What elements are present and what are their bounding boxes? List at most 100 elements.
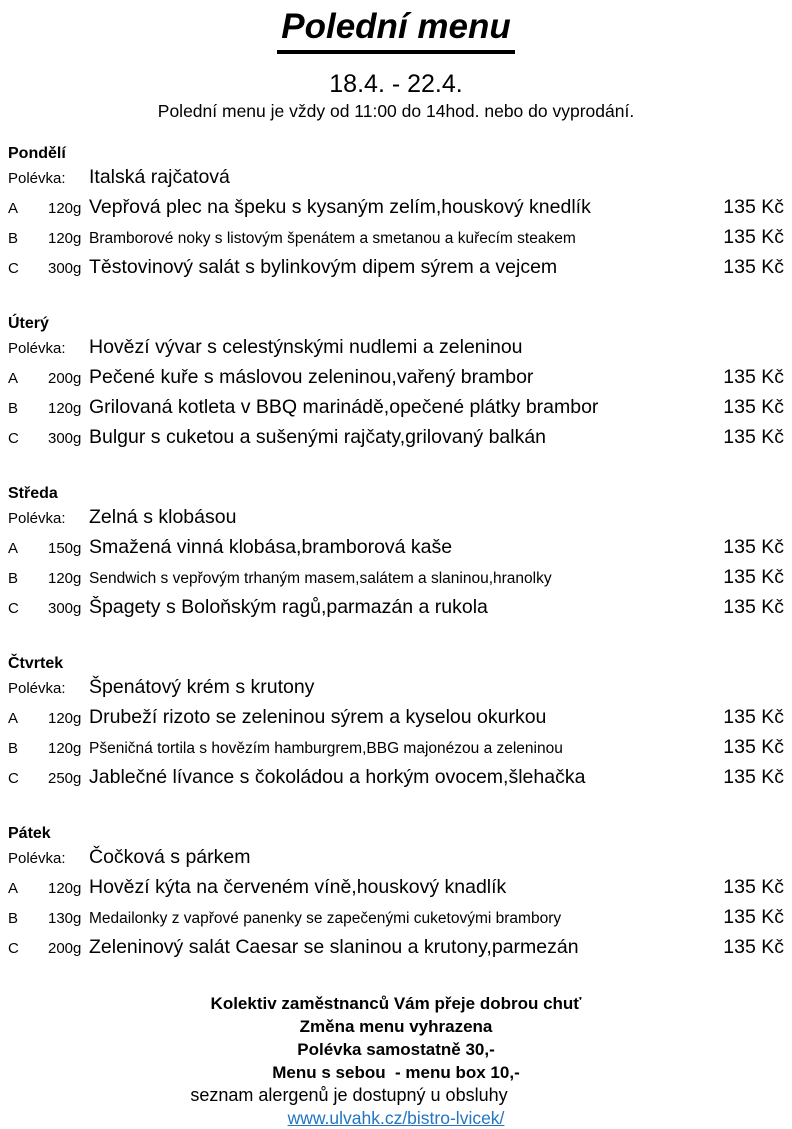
item-letter: A	[8, 710, 19, 728]
menu-item-row: B 120g Bramborové noky s listovým špenát…	[8, 226, 784, 256]
item-description: Grilovaná kotleta v BBQ marinádě,opečené…	[89, 396, 599, 419]
soup-row: Polévka: Hovězí vývar s celestýnskými nu…	[8, 336, 784, 366]
menu-item-row: B 120g Pšeničná tortila s hovězím hambur…	[8, 736, 784, 766]
date-range: 18.4. - 22.4.	[329, 69, 463, 98]
item-letter: B	[8, 740, 19, 758]
item-description: Pšeničná tortila s hovězím hamburgrem,BB…	[89, 740, 563, 758]
menu-item-row: C 200g Zeleninový salát Caesar se slanin…	[8, 936, 784, 966]
menu-item-row: B 120g Sendwich s vepřovým trhaným masem…	[8, 566, 784, 596]
item-weight: 200g	[48, 370, 82, 388]
item-price: 135 Kč	[723, 736, 784, 759]
item-price: 135 Kč	[723, 596, 784, 619]
item-weight: 250g	[48, 770, 82, 788]
item-weight: 300g	[48, 600, 82, 618]
item-letter: A	[8, 540, 19, 558]
item-price: 135 Kč	[723, 566, 784, 589]
item-letter: A	[8, 880, 19, 898]
menu-item-row: A 200g Pečené kuře s máslovou zeleninou,…	[8, 366, 784, 396]
menu-item-row: B 120g Grilovaná kotleta v BBQ marinádě,…	[8, 396, 784, 426]
item-letter: C	[8, 770, 19, 788]
menu-item-row: A 120g Vepřová plec na špeku s kysaným z…	[8, 196, 784, 226]
item-weight: 120g	[48, 230, 82, 248]
serving-hours-note: Polední menu je vždy od 11:00 do 14hod. …	[157, 101, 635, 122]
item-price: 135 Kč	[723, 706, 784, 729]
item-price: 135 Kč	[723, 196, 784, 219]
item-description: Pečené kuře s máslovou zeleninou,vařený …	[89, 366, 534, 389]
soup-row: Polévka: Zelná s klobásou	[8, 506, 784, 536]
menu-item-row: A 150g Smažená vinná klobása,bramborová …	[8, 536, 784, 566]
item-price: 135 Kč	[723, 766, 784, 789]
item-price: 135 Kč	[723, 536, 784, 559]
day-section: Úterý Polévka: Hovězí vývar s celestýnsk…	[8, 312, 784, 456]
menu-item-row: C 300g Špagety s Boloňským ragů,parmazán…	[8, 596, 784, 626]
day-name: Čtvrtek	[8, 655, 64, 673]
soup-name: Špenátový krém s krutony	[89, 676, 315, 699]
document-header: Polední menu 18.4. - 22.4. Polední menu …	[8, 7, 784, 122]
menu-item-row: A 120g Hovězí kýta na červeném víně,hous…	[8, 876, 784, 906]
item-description: Jablečné lívance s čokoládou a horkým ov…	[89, 766, 586, 789]
footer-note: Změna menu vyhrazena	[299, 1017, 493, 1037]
item-letter: B	[8, 230, 19, 248]
soup-row: Polévka: Italská rajčatová	[8, 166, 784, 196]
item-letter: B	[8, 400, 19, 418]
item-price: 135 Kč	[723, 256, 784, 279]
menu-item-row: C 250g Jablečné lívance s čokoládou a ho…	[8, 766, 784, 796]
soup-label: Polévka:	[8, 340, 66, 358]
item-letter: A	[8, 370, 19, 388]
item-price: 135 Kč	[723, 226, 784, 249]
item-letter: C	[8, 940, 19, 958]
day-name: Úterý	[8, 315, 49, 333]
soup-row: Polévka: Špenátový krém s krutony	[8, 676, 784, 706]
menu-item-row: C 300g Bulgur s cuketou a sušenými rajča…	[8, 426, 784, 456]
item-description: Smažená vinná klobása,bramborová kaše	[89, 536, 453, 559]
item-weight: 120g	[48, 740, 82, 758]
item-price: 135 Kč	[723, 426, 784, 449]
item-weight: 130g	[48, 910, 82, 928]
menu-item-row: C 300g Těstovinový salát s bylinkovým di…	[8, 256, 784, 286]
item-weight: 120g	[48, 880, 82, 898]
item-description: Zeleninový salát Caesar se slaninou a kr…	[89, 936, 579, 959]
item-description: Drubeží rizoto se zeleninou sýrem a kyse…	[89, 706, 547, 729]
allergens-note: seznam alergenů je dostupný u obsluhy	[190, 1085, 508, 1106]
soup-name: Hovězí vývar s celestýnskými nudlemi a z…	[89, 336, 523, 359]
soup-name: Zelná s klobásou	[89, 506, 237, 529]
day-section: Pondělí Polévka: Italská rajčatová A 120…	[8, 142, 784, 286]
item-description: Bramborové noky s listovým špenátem a sm…	[89, 230, 576, 248]
footer-note: Polévka samostatně 30,-	[297, 1040, 495, 1060]
day-name: Pátek	[8, 825, 51, 843]
day-name: Středa	[8, 485, 58, 503]
soup-label: Polévka:	[8, 680, 66, 698]
item-price: 135 Kč	[723, 876, 784, 899]
website-link[interactable]: www.ulvahk.cz/bistro-lvicek/	[287, 1108, 505, 1129]
item-letter: C	[8, 600, 19, 618]
item-weight: 300g	[48, 260, 82, 278]
item-letter: C	[8, 260, 19, 278]
item-letter: C	[8, 430, 19, 448]
item-price: 135 Kč	[723, 906, 784, 929]
item-weight: 150g	[48, 540, 82, 558]
menu-item-row: A 120g Drubeží rizoto se zeleninou sýrem…	[8, 706, 784, 736]
item-description: Vepřová plec na špeku s kysaným zelím,ho…	[89, 196, 591, 219]
soup-label: Polévka:	[8, 510, 66, 528]
item-description: Bulgur s cuketou a sušenými rajčaty,gril…	[89, 426, 547, 449]
item-weight: 300g	[48, 430, 82, 448]
day-section: Čtvrtek Polévka: Špenátový krém s kruton…	[8, 652, 784, 796]
footer-note: Kolektiv zaměstnanců Vám přeje dobrou ch…	[210, 994, 582, 1014]
soup-row: Polévka: Čočková s párkem	[8, 846, 784, 876]
footer-note: Menu s sebou - menu box 10,-	[272, 1063, 520, 1083]
menu-item-row: B 130g Medailonky z vapřové panenky se z…	[8, 906, 784, 936]
document-footer: Kolektiv zaměstnanců Vám přeje dobrou ch…	[8, 992, 784, 1129]
item-description: Sendwich s vepřovým trhaným masem,saláte…	[89, 570, 552, 588]
item-description: Medailonky z vapřové panenky se zapečený…	[89, 910, 562, 928]
soup-label: Polévka:	[8, 170, 66, 188]
item-description: Špagety s Boloňským ragů,parmazán a ruko…	[89, 596, 488, 619]
item-weight: 120g	[48, 400, 82, 418]
day-section: Pátek Polévka: Čočková s párkem A 120g H…	[8, 822, 784, 966]
item-letter: B	[8, 570, 19, 588]
soup-label: Polévka:	[8, 850, 66, 868]
page-title: Polední menu	[277, 7, 515, 54]
day-section: Středa Polévka: Zelná s klobásou A 150g …	[8, 482, 784, 626]
item-price: 135 Kč	[723, 936, 784, 959]
item-description: Hovězí kýta na červeném víně,houskový kn…	[89, 876, 507, 899]
